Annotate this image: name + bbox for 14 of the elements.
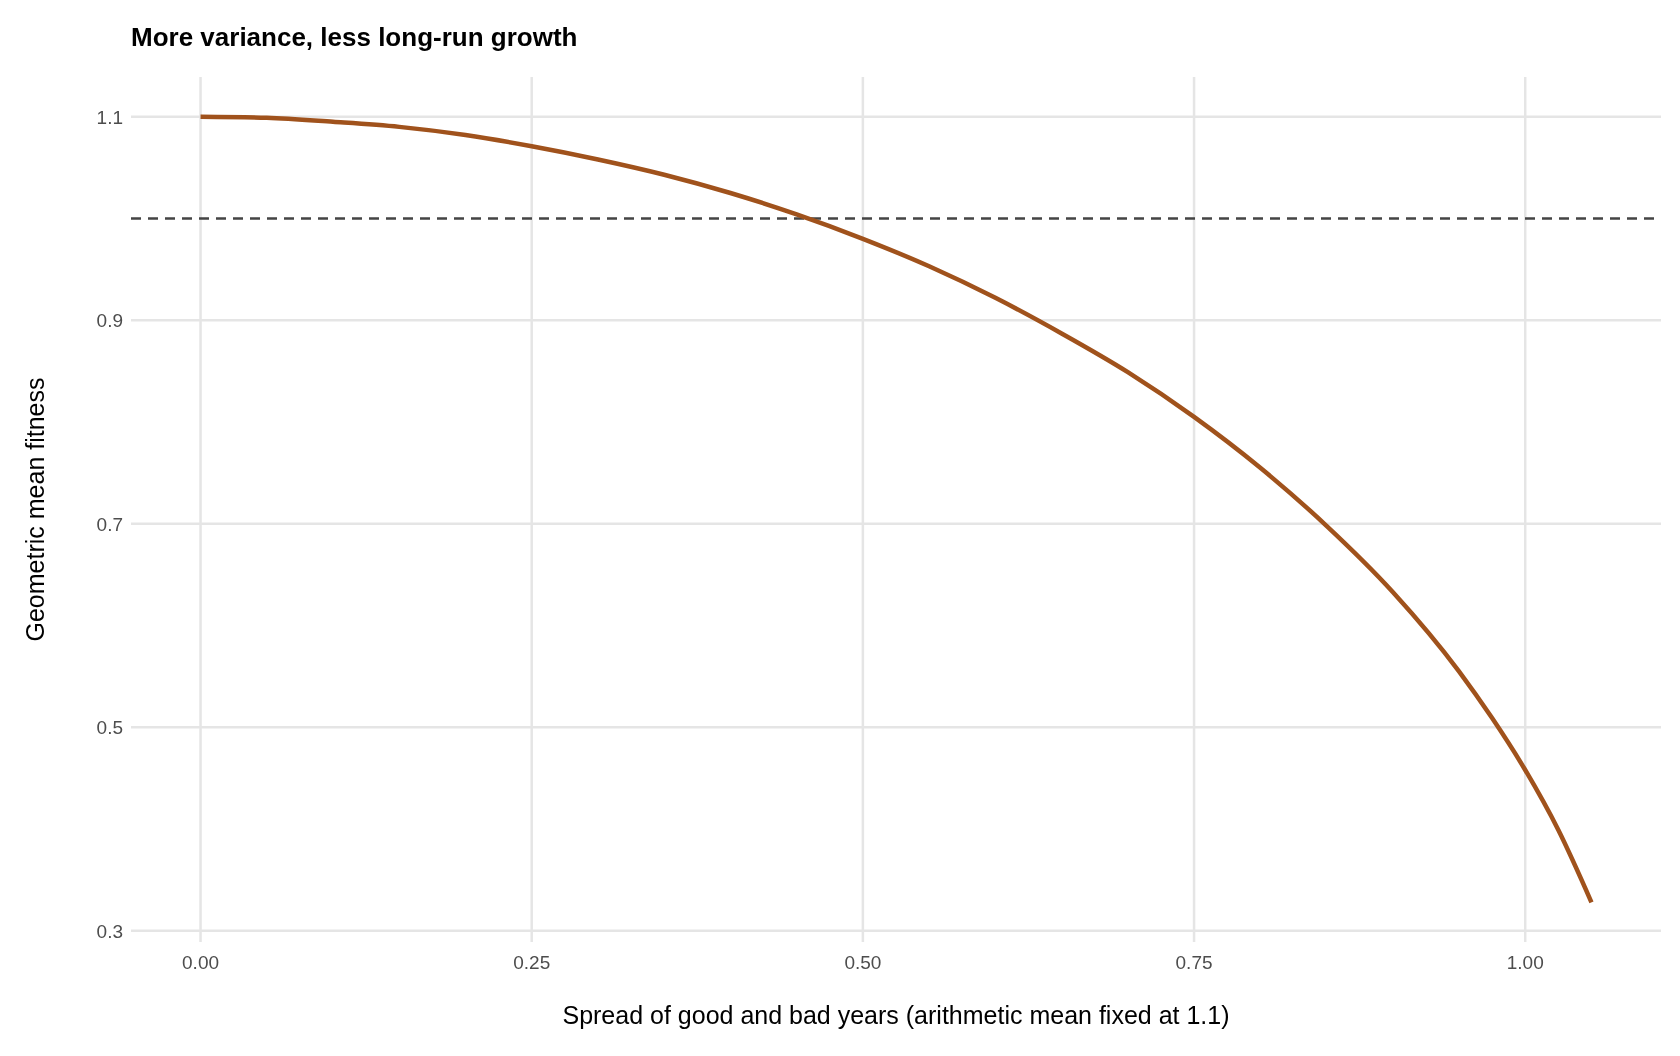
x-tick-label: 0.75 — [1175, 952, 1213, 973]
x-tick-label: 0.50 — [844, 952, 882, 973]
y-tick-label: 0.3 — [96, 920, 123, 942]
x-axis-title: Spread of good and bad years (arithmetic mean fixed at 1.1) — [562, 1001, 1230, 1029]
x-tick-label: 0.25 — [513, 952, 551, 973]
chart-title: More variance, less long-run growth — [131, 22, 578, 52]
x-tick-label: 0.00 — [182, 952, 220, 973]
y-tick-label: 0.9 — [96, 310, 123, 332]
line-series — [198, 114, 1594, 905]
y-tick-label: 0.5 — [96, 717, 123, 739]
y-tick-label: 0.7 — [96, 513, 123, 535]
y-axis-title: Geometric mean fitness — [21, 377, 49, 642]
y-tick-label: 1.1 — [96, 106, 123, 128]
x-tick-label: 1.00 — [1506, 952, 1544, 973]
